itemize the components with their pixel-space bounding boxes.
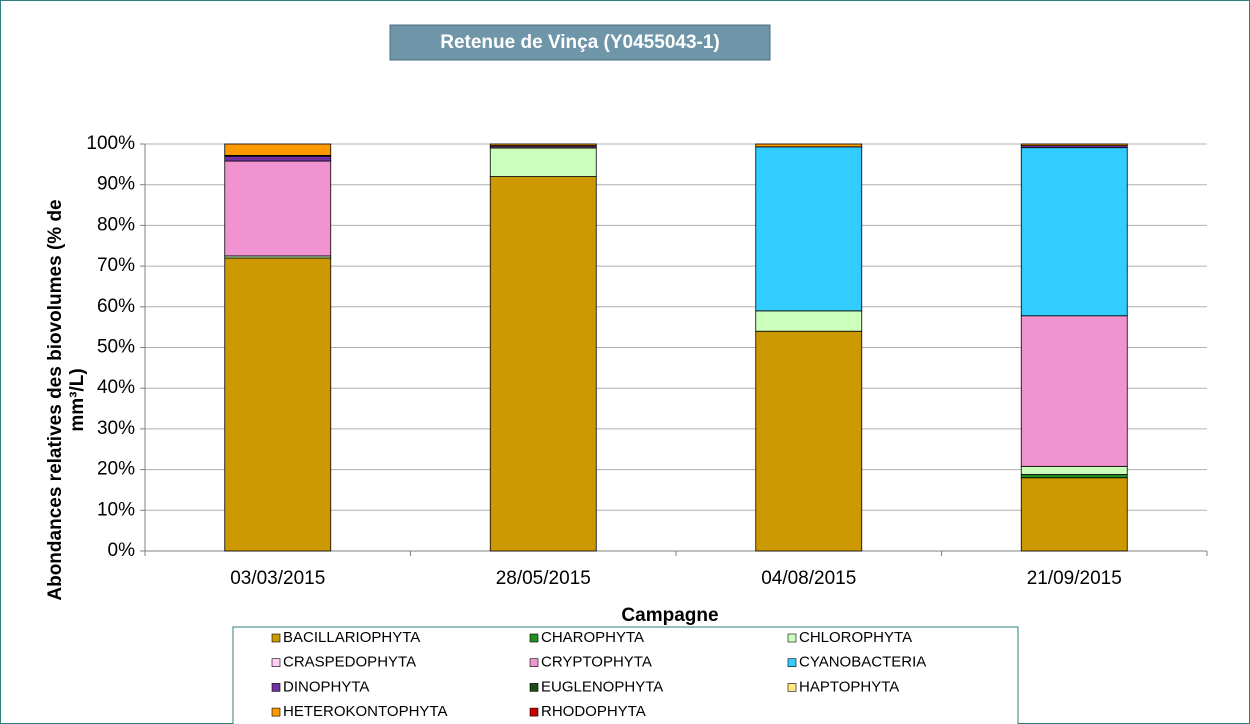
legend-swatch xyxy=(271,707,281,717)
y-tick-label: 40% xyxy=(97,377,135,398)
legend-swatch xyxy=(271,633,281,643)
bar-segment xyxy=(224,155,332,162)
bar-segment xyxy=(489,147,597,177)
legend-label: CRASPEDOPHYTA xyxy=(283,654,416,671)
chart-title: Retenue de Vinça (Y0455043-1) xyxy=(440,32,720,53)
bar-segment xyxy=(755,310,863,332)
legend-swatch xyxy=(271,658,281,668)
y-tick-label: 100% xyxy=(86,133,135,154)
legend-label: CHLOROPHYTA xyxy=(799,629,912,646)
legend-swatch xyxy=(271,683,281,692)
bar-segment xyxy=(1020,474,1128,479)
bar-segment xyxy=(755,330,863,552)
y-tick-label: 50% xyxy=(97,337,135,358)
legend-swatch xyxy=(529,683,539,692)
x-tick-label: 04/08/2015 xyxy=(761,568,856,589)
legend-swatch xyxy=(787,658,797,668)
bar-segment xyxy=(224,143,332,156)
legend-label: HAPTOPHYTA xyxy=(799,678,899,695)
bar-segment xyxy=(224,257,332,552)
bar-segment xyxy=(489,143,597,147)
bar-segment xyxy=(1020,315,1128,467)
legend-label: RHODOPHYTA xyxy=(541,703,646,720)
legend-label: CRYPTOPHYTA xyxy=(541,654,652,671)
y-tick-label: 80% xyxy=(97,214,135,235)
x-axis-title: Campagne xyxy=(621,605,718,626)
legend-swatch xyxy=(787,633,797,643)
legend-label: EUGLENOPHYTA xyxy=(541,678,663,695)
legend-label: DINOPHYTA xyxy=(283,678,369,695)
y-axis-title-line: mm³/L) xyxy=(67,368,88,431)
legend-label: CYANOBACTERIA xyxy=(799,654,926,671)
bar-segment xyxy=(1020,465,1128,475)
y-tick-label: 60% xyxy=(97,296,135,317)
y-tick-label: 70% xyxy=(97,255,135,276)
y-axis-title: Abondances relatives des biovolumes (% d… xyxy=(45,199,88,600)
legend-box xyxy=(232,626,1019,724)
y-tick-label: 10% xyxy=(97,499,135,520)
bar-segment xyxy=(755,143,863,148)
x-tick-label: 03/03/2015 xyxy=(230,568,325,589)
y-axis-title-line: Abondances relatives des biovolumes (% d… xyxy=(45,199,66,600)
bar-segment xyxy=(1020,143,1128,147)
bar-segment xyxy=(755,146,863,312)
legend-swatch xyxy=(529,658,539,668)
x-tick-label: 28/05/2015 xyxy=(496,568,591,589)
bar-segment xyxy=(224,160,332,257)
legend-label: BACILLARIOPHYTA xyxy=(283,629,420,646)
legend-label: CHAROPHYTA xyxy=(541,629,644,646)
y-tick-label: 0% xyxy=(108,540,136,561)
title-box xyxy=(389,24,771,61)
bar-segment xyxy=(489,176,597,552)
bar-segment xyxy=(1020,477,1128,552)
legend-swatch xyxy=(529,707,539,717)
y-tick-label: 90% xyxy=(97,174,135,195)
x-tick-label: 21/09/2015 xyxy=(1027,568,1122,589)
bar-segment xyxy=(1020,147,1128,317)
legend-swatch xyxy=(529,633,539,643)
legend-swatch xyxy=(787,683,797,692)
legend-label: HETEROKONTOPHYTA xyxy=(283,703,447,720)
y-tick-label: 20% xyxy=(97,459,135,480)
y-tick-label: 30% xyxy=(97,418,135,439)
